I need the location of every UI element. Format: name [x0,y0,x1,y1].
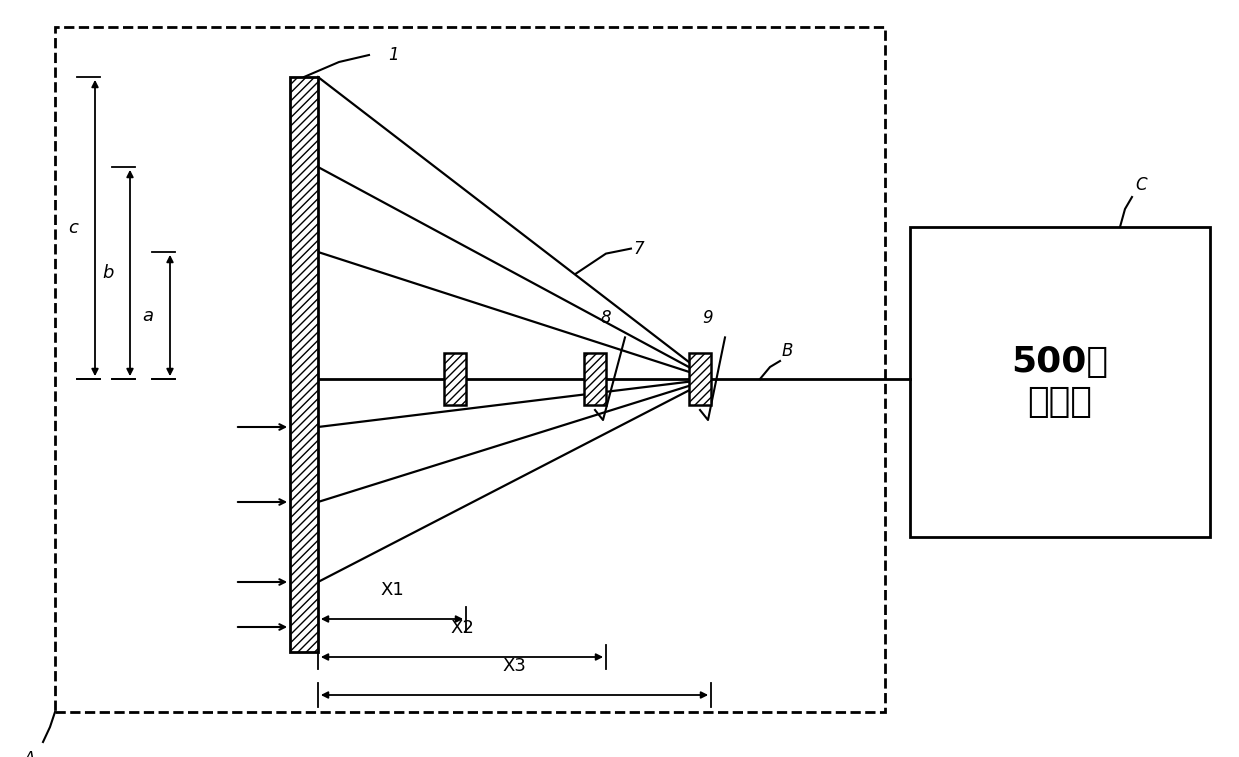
Text: a: a [142,307,154,325]
Text: A: A [25,750,36,757]
Text: C: C [1135,176,1146,194]
Text: 1: 1 [388,46,399,64]
Bar [290,77,318,652]
Text: b: b [103,264,114,282]
Text: B: B [782,342,793,360]
Text: 9: 9 [703,309,712,327]
Text: 8: 8 [600,309,611,327]
Text: X1: X1 [380,581,404,599]
Bar [444,353,466,405]
Text: 500型
束丝机: 500型 束丝机 [1011,345,1109,419]
Text: 7: 7 [634,240,644,257]
Bar [584,353,606,405]
Bar [55,27,885,712]
Text: c: c [68,219,78,237]
Bar [909,227,1211,537]
Text: X3: X3 [503,657,527,675]
Bar [689,353,711,405]
Text: X2: X2 [450,619,475,637]
